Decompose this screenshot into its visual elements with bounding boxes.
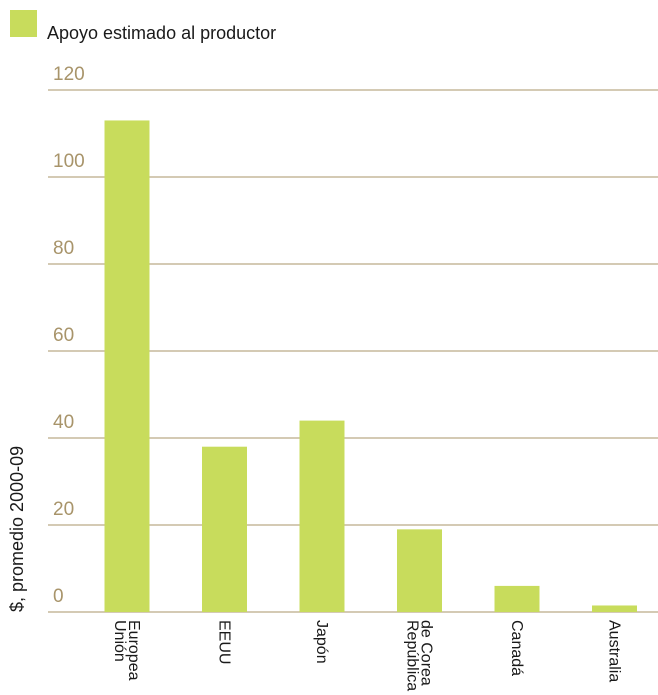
x-tick-label: Europea xyxy=(125,620,142,681)
y-tick-label: 40 xyxy=(53,412,74,433)
bar xyxy=(104,120,150,612)
x-tick-label: Unión xyxy=(111,620,128,662)
x-tick-label: de Corea xyxy=(418,620,435,686)
legend-label: Apoyo estimado al productor xyxy=(47,23,276,43)
y-axis-label: $, promedio 2000-09 xyxy=(7,446,27,612)
bar xyxy=(494,585,540,612)
x-tick-label: EEUU xyxy=(216,620,233,664)
grid-layer: 0 20 40 60 80 100 120 xyxy=(48,64,658,613)
bars-layer xyxy=(104,120,637,612)
x-tick-label: República xyxy=(404,620,421,691)
y-tick-label: 120 xyxy=(53,64,85,85)
y-tick-label: 100 xyxy=(53,151,85,172)
y-tick-label: 0 xyxy=(53,586,64,607)
x-tick-label: Australia xyxy=(606,620,623,682)
y-tick-label: 60 xyxy=(53,325,74,346)
bar xyxy=(397,529,442,612)
bar xyxy=(299,420,345,612)
legend-swatch xyxy=(10,10,37,37)
y-tick-label: 80 xyxy=(53,238,74,259)
x-tick-label: Canadá xyxy=(508,620,525,676)
x-tick-label: Japón xyxy=(313,620,330,664)
bar xyxy=(592,605,637,612)
bar xyxy=(202,446,247,612)
y-tick-label: 20 xyxy=(53,499,74,520)
